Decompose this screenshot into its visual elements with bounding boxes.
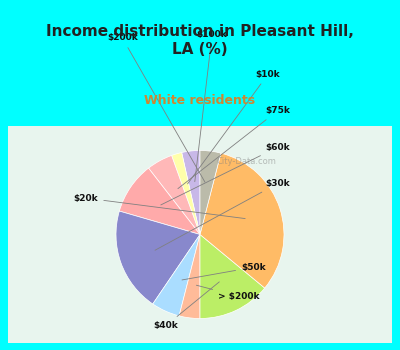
Text: $100k: $100k (195, 30, 228, 182)
Text: $75k: $75k (178, 106, 290, 189)
Text: $50k: $50k (182, 263, 266, 280)
Text: $20k: $20k (74, 194, 245, 218)
Wedge shape (200, 153, 284, 288)
Text: White residents: White residents (144, 94, 256, 107)
Wedge shape (182, 150, 200, 234)
Wedge shape (119, 168, 200, 234)
Text: $60k: $60k (161, 143, 290, 205)
Text: > $200k: > $200k (196, 285, 260, 301)
Wedge shape (172, 153, 200, 234)
Text: $30k: $30k (155, 179, 290, 250)
Wedge shape (200, 150, 221, 234)
Wedge shape (153, 234, 200, 316)
Wedge shape (116, 211, 200, 304)
Text: $200k: $200k (107, 34, 205, 182)
Wedge shape (200, 234, 265, 318)
Text: $40k: $40k (154, 282, 219, 330)
Text: Income distribution in Pleasant Hill,
LA (%): Income distribution in Pleasant Hill, LA… (46, 25, 354, 57)
Wedge shape (179, 234, 200, 318)
Wedge shape (148, 155, 200, 234)
Text: City-Data.com: City-Data.com (216, 156, 276, 166)
Text: $10k: $10k (188, 70, 280, 184)
